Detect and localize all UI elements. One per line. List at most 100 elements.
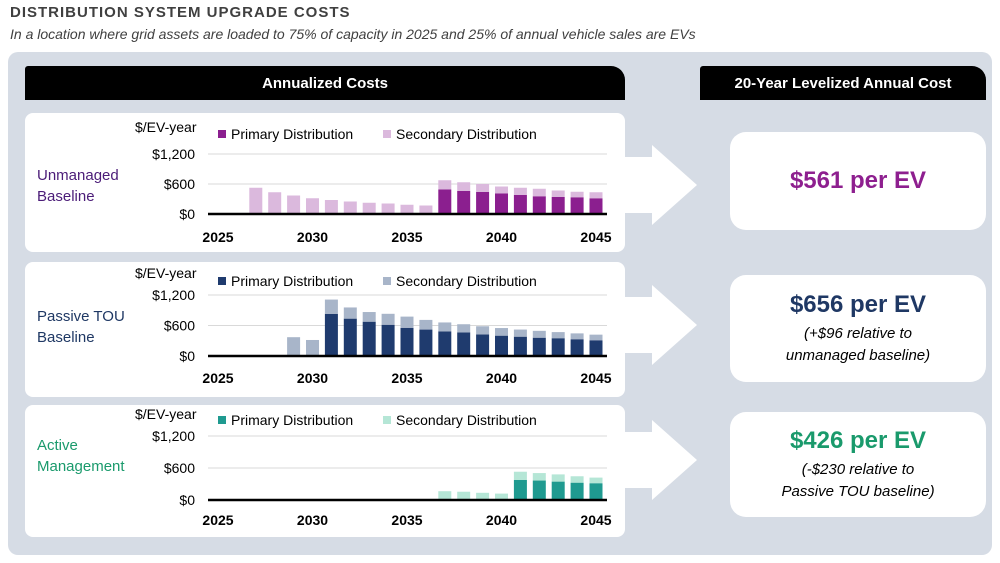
bar-primary <box>589 198 603 214</box>
bar-secondary <box>457 491 471 500</box>
y-tick-label: $600 <box>164 460 195 476</box>
chart-panel: Unmanaged Baseline $0 $600 $1,200 $/EV-year 20… <box>25 113 625 252</box>
bar-secondary <box>381 203 395 214</box>
bar-secondary <box>362 312 376 322</box>
bar-secondary <box>532 188 546 197</box>
x-tick-label: 2030 <box>297 229 328 245</box>
bar-secondary <box>495 186 508 194</box>
bar-primary <box>457 191 471 214</box>
bar-secondary <box>438 180 452 190</box>
legend-label: Primary Distribution <box>231 273 353 289</box>
y-tick-label: $600 <box>164 176 195 192</box>
bar-primary <box>551 338 565 356</box>
bar-primary <box>495 193 508 214</box>
comparison-note-line2: Passive TOU baseline) <box>781 482 935 500</box>
bar-secondary <box>589 334 603 341</box>
chart-panel: Active Management $0 $600 $1,200 $/EV-year 202… <box>25 405 625 537</box>
y-tick-label: $1,200 <box>152 146 195 162</box>
bar-secondary <box>249 187 263 214</box>
bar-secondary <box>306 198 319 214</box>
bar-primary <box>532 196 546 214</box>
x-tick-label: 2045 <box>580 229 611 245</box>
bar-secondary <box>419 319 433 330</box>
comparison-note-line1: (+$96 relative to <box>804 324 912 342</box>
bar-primary <box>400 327 414 356</box>
bar-primary <box>476 334 490 356</box>
x-tick-label: 2045 <box>580 370 611 386</box>
levelized-cost-value: $426 per EV <box>789 426 927 454</box>
bar-secondary <box>513 187 527 195</box>
bar-secondary <box>476 326 490 335</box>
levelized-cost-value: $656 per EV <box>789 290 927 318</box>
bar-primary <box>513 336 527 356</box>
bar-primary <box>570 197 584 214</box>
comparison-note-line2: unmanaged baseline) <box>785 346 931 364</box>
x-tick-label: 2025 <box>202 370 233 386</box>
x-tick-label: 2035 <box>391 370 422 386</box>
bar-primary <box>419 329 433 356</box>
bar-secondary <box>343 307 357 319</box>
scenario-label-line1: Active <box>37 437 78 454</box>
bar-secondary <box>457 182 471 191</box>
bar-secondary <box>570 476 584 483</box>
bar-secondary <box>324 299 338 314</box>
x-tick-label: 2025 <box>202 229 233 245</box>
x-tick-label: 2035 <box>391 512 422 528</box>
bar-secondary <box>287 195 301 214</box>
arrow-icon <box>622 420 697 500</box>
bar-primary <box>457 332 471 356</box>
legend-swatch <box>218 416 226 424</box>
bar-primary <box>570 482 584 500</box>
bar-secondary <box>306 339 319 356</box>
bar-primary <box>532 480 546 500</box>
page-subtitle: In a location where grid assets are load… <box>10 26 696 42</box>
y-tick-label: $1,200 <box>152 428 195 444</box>
bar-secondary <box>343 201 357 214</box>
comparison-note-line1: (-$230 relative to <box>801 460 915 478</box>
bar-primary <box>438 189 452 214</box>
y-tick-label: $0 <box>179 348 195 364</box>
x-tick-label: 2030 <box>297 370 328 386</box>
legend-swatch <box>218 277 226 285</box>
bar-primary <box>551 481 565 500</box>
bar-primary <box>476 192 490 214</box>
bar-secondary <box>324 200 338 214</box>
x-tick-label: 2045 <box>580 512 611 528</box>
scenario-label-line1: Passive TOU <box>37 308 125 325</box>
bar-primary <box>438 331 452 356</box>
header-annualized-costs: Annualized Costs <box>25 66 625 100</box>
bar-primary <box>589 483 603 500</box>
scenario-label-line1: Unmanaged <box>37 167 119 184</box>
arrow-icon <box>622 145 697 225</box>
bar-primary <box>362 321 376 356</box>
arrow-icon <box>622 285 697 365</box>
levelized-cost-box: $561 per EV <box>730 132 986 230</box>
scenario-label: Active Management <box>37 435 125 477</box>
bar-chart: $0 $600 $1,200 $/EV-year 2025 2030 2035 2040 204… <box>135 265 612 386</box>
bar-secondary <box>589 477 603 484</box>
bar-secondary <box>438 322 452 332</box>
bar-secondary <box>362 202 376 214</box>
bar-chart: $0 $600 $1,200 $/EV-year 2025 2030 2035 2040 204… <box>135 406 612 528</box>
legend-swatch <box>383 416 391 424</box>
legend-swatch <box>383 277 391 285</box>
page-title: DISTRIBUTION SYSTEM UPGRADE COSTS <box>10 4 351 21</box>
y-axis-label: $/EV-year <box>135 265 197 281</box>
y-axis-label: $/EV-year <box>135 119 197 135</box>
bar-secondary <box>381 313 395 325</box>
y-tick-label: $0 <box>179 206 195 222</box>
bar-secondary <box>476 184 490 192</box>
bar-primary <box>343 318 357 356</box>
bar-secondary <box>287 337 301 356</box>
x-tick-label: 2025 <box>202 512 233 528</box>
bar-secondary <box>495 493 508 500</box>
bar-secondary <box>419 205 433 214</box>
bar-primary <box>513 195 527 214</box>
bar-secondary <box>268 192 282 214</box>
x-tick-label: 2040 <box>486 229 517 245</box>
bar-primary <box>589 340 603 356</box>
bar-primary <box>513 480 527 500</box>
bar-secondary <box>532 330 546 338</box>
bar-secondary <box>513 329 527 337</box>
scenario-label: Passive TOU Baseline <box>37 306 125 348</box>
